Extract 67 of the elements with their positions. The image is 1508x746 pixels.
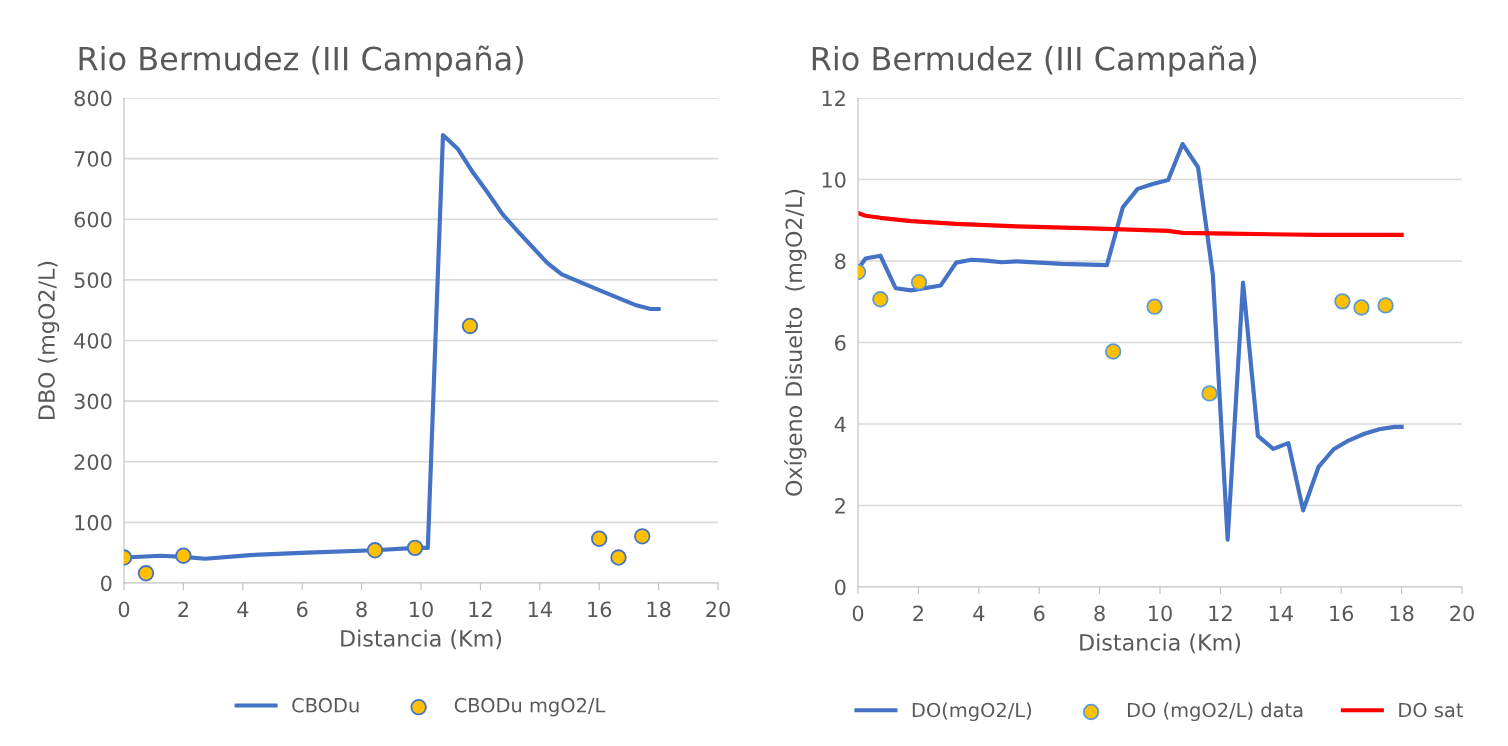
point (872, 291, 889, 308)
point (366, 542, 384, 559)
x-tick-label: 4 (973, 605, 985, 621)
point (634, 528, 651, 545)
y-tick-label: 10 (822, 171, 846, 188)
legend-label: DO(mgO2/L) (912, 702, 1032, 722)
x-axis-title: Distancia (Km) (341, 629, 502, 650)
x-tick-label: 20 (706, 601, 730, 618)
y-axis-title: Oxígeno Disuelto (mgO2/L) (784, 189, 807, 496)
x-tick-label: 2 (178, 601, 188, 617)
y-tick-label: 800 (74, 90, 112, 107)
x-tick-label: 18 (647, 601, 671, 618)
x-tick-label: 0 (852, 605, 864, 622)
x-tick-label: 8 (1094, 605, 1105, 622)
x-tick-label: 2 (913, 605, 923, 621)
y-tick-label: 8 (835, 253, 846, 270)
y-tick-label: 4 (834, 416, 846, 432)
y-tick-label: 0 (101, 575, 112, 592)
y-tick-label: 0 (835, 579, 846, 596)
point (1334, 293, 1351, 310)
y-tick-label: 12 (822, 90, 845, 106)
x-tick-label: 14 (1269, 605, 1293, 621)
point (610, 549, 627, 566)
legend-label: DO sat (1399, 702, 1464, 718)
chart-title: Rio Bermudez (III Campaña) (812, 45, 1257, 77)
x-tick-label: 6 (297, 601, 308, 618)
point (406, 539, 424, 557)
y-tick-label: 700 (74, 151, 112, 167)
x-tick-label: 8 (356, 601, 367, 618)
x-tick-label: 10 (410, 601, 433, 618)
x-axis-title: Distancia (Km) (1080, 633, 1241, 654)
x-tick-label: 6 (1034, 605, 1045, 622)
y-tick-label: 200 (74, 454, 112, 470)
point (1105, 343, 1122, 360)
x-tick-label: 4 (237, 601, 249, 617)
x-tick-label: 14 (528, 601, 552, 617)
legend-label: CBODu (292, 697, 359, 713)
y-axis-title: DBO (mgO2/L) (37, 261, 60, 419)
point (137, 565, 155, 582)
chart-title: Rio Bermudez (III Campaña) (79, 45, 523, 77)
line-series (858, 141, 1404, 542)
point (175, 547, 192, 564)
point (461, 317, 479, 335)
point (1201, 385, 1218, 402)
y-tick-label: 6 (835, 334, 846, 351)
x-tick-label: 0 (118, 601, 130, 618)
legend-label: CBODu mgO2/L (454, 697, 606, 717)
x-tick-label: 10 (1149, 605, 1172, 622)
point (591, 530, 608, 547)
x-tick-label: 18 (1390, 605, 1414, 622)
point (1353, 299, 1370, 316)
x-tick-label: 12 (469, 601, 492, 617)
y-tick-label: 400 (74, 332, 112, 349)
x-tick-label: 16 (588, 601, 612, 618)
x-tick-label: 20 (1450, 605, 1474, 622)
legend-label: DO (mgO2/L) data (1127, 702, 1303, 722)
y-tick-label: 2 (835, 497, 845, 514)
point (1377, 297, 1394, 314)
x-tick-label: 12 (1209, 605, 1232, 621)
y-tick-label: 500 (74, 272, 112, 289)
y-tick-label: 600 (74, 211, 112, 228)
line-series (858, 210, 1404, 238)
y-tick-label: 100 (75, 514, 112, 531)
point (1146, 298, 1163, 315)
point (910, 274, 928, 291)
y-tick-label: 300 (74, 393, 112, 410)
x-tick-label: 16 (1330, 605, 1354, 622)
